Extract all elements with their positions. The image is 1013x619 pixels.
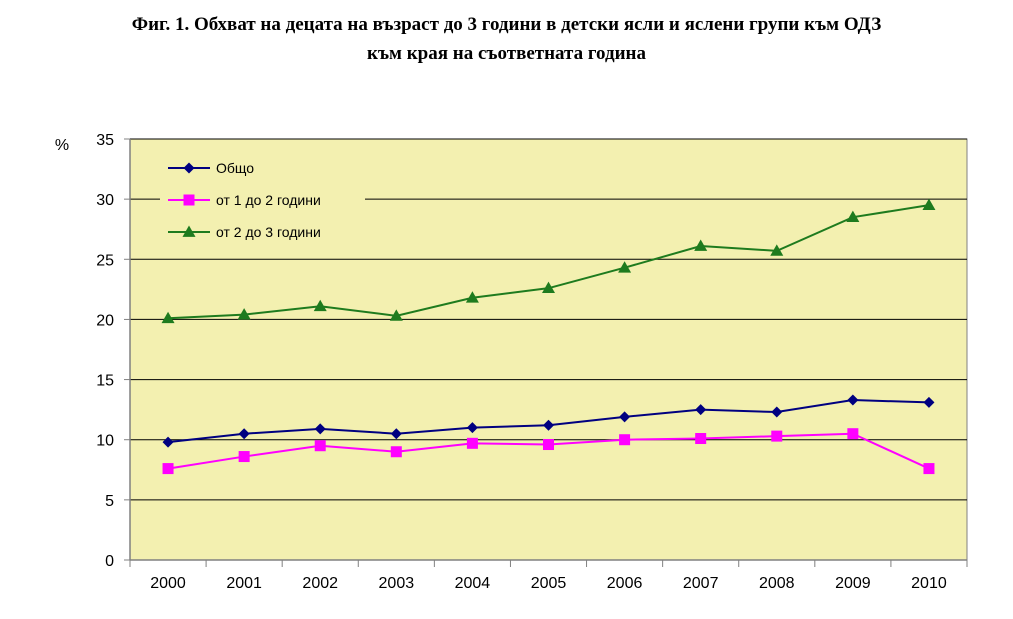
y-tick-label-5: 5 xyxy=(105,493,114,510)
y-tick-label-20: 20 xyxy=(96,312,114,329)
data-point-s0-2005 xyxy=(543,419,554,431)
data-point-s1-2001 xyxy=(238,451,250,463)
data-point-s2-2006 xyxy=(618,261,632,273)
x-tick-label-2009: 2009 xyxy=(835,575,871,592)
data-point-s1-2010 xyxy=(923,463,935,475)
y-tick-label-25: 25 xyxy=(96,252,114,269)
y-tick-label-15: 15 xyxy=(96,373,114,390)
data-point-s2-2003 xyxy=(389,309,403,321)
x-tick-label-2002: 2002 xyxy=(302,575,338,592)
data-point-s1-2002 xyxy=(314,440,326,452)
y-axis-label: % xyxy=(55,137,69,154)
data-point-s1-2005 xyxy=(543,439,554,451)
legend-label-0: Общо xyxy=(216,160,254,176)
data-point-s2-2010 xyxy=(922,198,936,211)
y-tick-label-0: 0 xyxy=(105,553,114,570)
data-point-s1-2006 xyxy=(619,434,631,446)
y-tick-label-10: 10 xyxy=(96,433,114,450)
data-point-s2-2002 xyxy=(313,299,327,312)
legend-label-1: от 1 до 2 години xyxy=(216,192,321,208)
data-point-s0-2007 xyxy=(695,404,707,416)
x-tick-label-2000: 2000 xyxy=(150,575,186,592)
data-point-s1-2003 xyxy=(390,446,402,458)
x-tick-label-2010: 2010 xyxy=(911,575,947,592)
x-tick-label-2007: 2007 xyxy=(683,575,719,592)
x-tick-label-2001: 2001 xyxy=(226,575,262,592)
data-point-s1-2008 xyxy=(771,430,783,442)
data-point-s0-2006 xyxy=(619,411,631,423)
data-point-s2-2008 xyxy=(770,244,784,256)
data-point-s2-2001 xyxy=(237,308,251,320)
y-tick-label-30: 30 xyxy=(96,192,114,209)
chart-title-line-2: към края на съответната година xyxy=(367,43,646,64)
data-point-s1-2000 xyxy=(162,463,174,475)
data-point-s2-2007 xyxy=(694,239,708,251)
x-tick-label-2006: 2006 xyxy=(607,575,643,592)
data-point-s1-2007 xyxy=(695,433,707,445)
data-point-s1-2009 xyxy=(847,428,859,440)
legend-marker-1 xyxy=(183,194,195,206)
data-point-s0-2008 xyxy=(771,406,783,418)
data-point-s2-2005 xyxy=(542,281,555,294)
data-point-s0-2010 xyxy=(923,396,935,408)
data-point-s0-2004 xyxy=(466,422,478,434)
data-point-s0-2003 xyxy=(390,428,402,440)
legend-marker-2 xyxy=(182,225,196,237)
data-point-s2-2004 xyxy=(465,291,479,303)
data-point-s2-2009 xyxy=(846,210,860,223)
data-point-s2-2000 xyxy=(161,311,175,324)
y-tick-label-35: 35 xyxy=(96,132,114,149)
x-tick-label-2004: 2004 xyxy=(455,575,491,592)
chart-title-line-1: Фиг. 1. Обхват на децата на възраст до 3… xyxy=(131,14,882,35)
data-point-s0-2002 xyxy=(314,423,326,435)
chart-title: Фиг. 1. Обхват на децата на възраст до 3… xyxy=(0,10,1013,68)
x-tick-label-2003: 2003 xyxy=(379,575,415,592)
data-point-s0-2009 xyxy=(847,394,859,406)
x-tick-label-2008: 2008 xyxy=(759,575,795,592)
data-point-s0-2001 xyxy=(238,428,250,440)
legend-label-2: от 2 до 3 години xyxy=(216,224,321,240)
data-point-s1-2004 xyxy=(466,437,478,449)
data-point-s0-2000 xyxy=(162,436,174,448)
x-tick-label-2005: 2005 xyxy=(531,575,567,592)
legend-marker-0 xyxy=(183,162,195,174)
